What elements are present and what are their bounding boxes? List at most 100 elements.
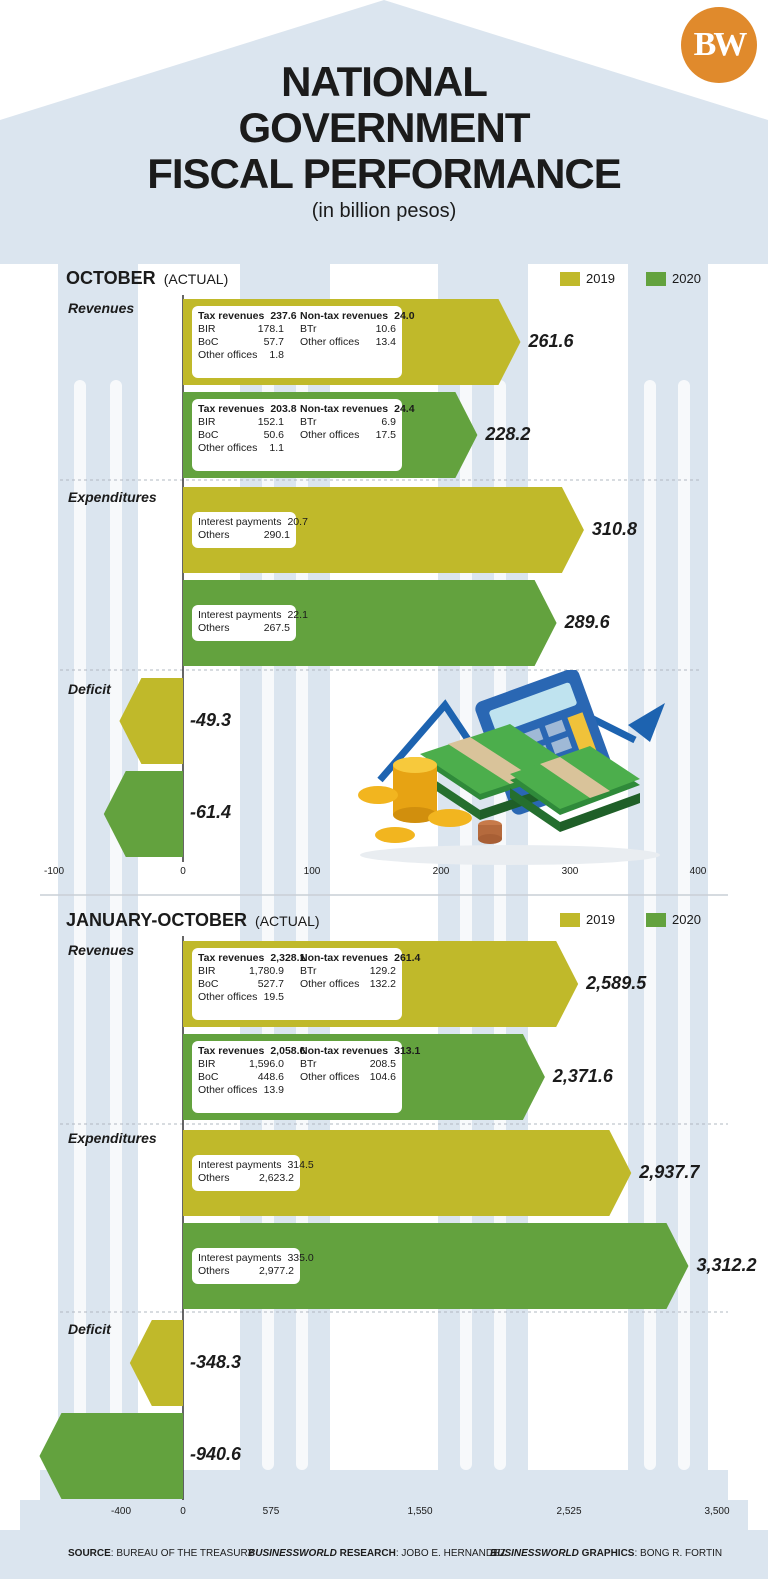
graphics-label: GRAPHICS [578,1548,635,1559]
legend-2019-swatch [560,272,580,286]
value: 2,977.2 [258,1265,294,1277]
breakdown-jo-exp-2020: Interest payments 335.0 Others 2,977.2 [192,1248,314,1284]
label: BoC [198,336,219,348]
breakdown-oct-rev-2019: Tax revenues 237.6 BIR 178.1 BoC 57.7 Other… [192,306,415,378]
janoct-title-actual: (ACTUAL) [255,913,320,929]
breakdown-jo-exp-2019: Interest payments 314.5 Others 2,623.2 [192,1155,314,1191]
value: 22.1 [287,609,308,621]
legend-2020-label-2: 2020 [672,912,701,927]
label: Others [198,1172,230,1184]
source-label: SOURCE [68,1548,111,1559]
tick-oct-0: -100 [43,866,65,877]
cat-expenditures-oct: Expenditures [68,489,157,505]
label: Other offices [198,1084,258,1096]
research-text: : JOBO E. HERNANDEZ [395,1548,506,1559]
footer-research: BUSINESSWORLD RESEARCH: JOBO E. HERNANDE… [248,1548,506,1559]
value: 2,058.6 [270,1045,306,1057]
label: Others [198,622,230,634]
total-jo-def-2019: -348.3 [190,1352,242,1372]
label: Interest payments [198,609,282,621]
label: Non-tax revenues [300,310,389,322]
bar-jo-exp-2019 [183,1130,632,1216]
title-line-2: GOVERNMENT [238,104,530,151]
label: Other offices [300,429,360,441]
value: 57.7 [263,336,284,348]
value: 261.4 [394,952,421,964]
value: 208.5 [369,1058,396,1070]
bar-jo-def-2020 [39,1413,183,1499]
label: Tax revenues [198,952,265,964]
value: 152.1 [257,416,284,428]
breakdown-oct-exp-2020: Interest payments 22.1 Others 267.5 [192,605,308,641]
value: 13.4 [375,336,396,348]
total-oct-exp-2019: 310.8 [591,519,637,539]
total-oct-rev-2019: 261.6 [528,331,574,351]
value: 527.7 [257,978,284,990]
label: BTr [300,416,317,428]
total-oct-rev-2020: 228.2 [485,424,531,444]
legend-2020-label: 2020 [672,271,701,286]
label: BoC [198,429,219,441]
value: 290.1 [263,529,290,541]
label: Other offices [300,1071,360,1083]
title-line-1: NATIONAL [281,58,488,105]
research-label: RESEARCH [336,1548,396,1559]
bar-jo-exp-2020 [183,1223,689,1309]
label: BIR [198,416,216,428]
value: 6.9 [381,416,396,428]
tick-jo-0: -400 [110,1506,132,1517]
value: 448.6 [257,1071,284,1083]
label: BIR [198,965,216,977]
label: Interest payments [198,1159,282,1171]
label: Tax revenues [198,403,265,415]
bar-oct-def-2020 [103,771,183,857]
money-calculator-icon [358,670,665,865]
total-jo-rev-2020: 2,371.6 [552,1066,613,1086]
cat-revenues-janoct: Revenues [68,942,135,958]
label: BTr [300,323,317,335]
breakdown-jo-rev-2019: Tax revenues 2,328.1 BIR 1,780.9 BoC 527.7 … [192,948,420,1020]
value: 314.5 [287,1159,314,1171]
value: 24.0 [394,310,415,322]
label: Non-tax revenues [300,952,389,964]
tick-oct-3: 200 [432,866,450,877]
tick-jo-2: 575 [262,1506,280,1517]
value: 1.8 [269,349,284,361]
tick-oct-2: 100 [303,866,321,877]
october-title-actual: (ACTUAL) [163,271,229,287]
breakdown-jo-rev-2020: Tax revenues 2,058.6 BIR 1,596.0 BoC 448.6 … [192,1041,420,1113]
label: Interest payments [198,1252,282,1264]
label: Tax revenues [198,310,265,322]
value: 267.5 [263,622,290,634]
graphics-label-italic: BUSINESSWORLD [490,1548,579,1559]
label: Others [198,529,230,541]
value: 129.2 [369,965,396,977]
legend-2019-label-2: 2019 [586,912,615,927]
cat-revenues-oct: Revenues [68,300,135,316]
value: 1,780.9 [248,965,284,977]
bar-oct-exp-2019 [183,487,584,573]
label: Other offices [198,991,258,1003]
tick-jo-3: 1,550 [407,1506,433,1517]
breakdown-oct-rev-2020: Tax revenues 203.8 BIR 152.1 BoC 50.6 Other… [192,399,415,471]
total-jo-exp-2019: 2,937.7 [639,1162,700,1182]
graphics-text: : BONG R. FORTIN [634,1548,723,1559]
label: Other offices [198,349,258,361]
label: BTr [300,1058,317,1070]
october-title: OCTOBER [66,268,156,288]
label: Other offices [198,442,258,454]
value: 20.7 [287,516,308,528]
value: 335.0 [287,1252,314,1264]
legend-2020-swatch-2 [646,913,666,927]
label: BoC [198,978,219,990]
tick-jo-5: 3,500 [704,1506,730,1517]
breakdown-oct-exp-2019: Interest payments 20.7 Others 290.1 [192,512,308,548]
footer-source: SOURCE: BUREAU OF THE TREASURY [68,1548,254,1559]
total-jo-rev-2019: 2,589.5 [586,973,647,993]
bar-oct-exp-2020 [183,580,557,666]
tick-jo-4: 2,525 [556,1506,582,1517]
value: 1,596.0 [248,1058,284,1070]
tick-jo-1: 0 [180,1506,186,1517]
tick-oct-5: 400 [689,866,707,877]
